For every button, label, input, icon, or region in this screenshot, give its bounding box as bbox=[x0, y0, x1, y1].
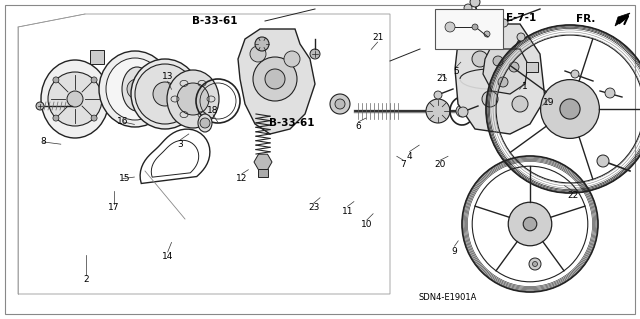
Text: 23: 23 bbox=[308, 204, 319, 212]
Polygon shape bbox=[455, 24, 545, 134]
Circle shape bbox=[605, 88, 615, 98]
Text: 17: 17 bbox=[108, 204, 120, 212]
Bar bbox=[90, 50, 104, 64]
Circle shape bbox=[265, 69, 285, 89]
Text: 10: 10 bbox=[361, 220, 372, 229]
Circle shape bbox=[470, 0, 480, 7]
Circle shape bbox=[53, 77, 59, 83]
Text: 16: 16 bbox=[117, 117, 129, 126]
Circle shape bbox=[330, 94, 350, 114]
Circle shape bbox=[250, 46, 266, 62]
Text: 19: 19 bbox=[543, 98, 555, 107]
Circle shape bbox=[472, 24, 478, 30]
Circle shape bbox=[153, 82, 177, 106]
Bar bbox=[258, 169, 268, 177]
Text: SDN4-E1901A: SDN4-E1901A bbox=[419, 293, 477, 302]
Ellipse shape bbox=[99, 51, 171, 127]
Circle shape bbox=[597, 155, 609, 167]
Circle shape bbox=[91, 115, 97, 121]
Circle shape bbox=[253, 57, 297, 101]
Text: 18: 18 bbox=[207, 106, 219, 115]
Circle shape bbox=[310, 49, 320, 59]
Ellipse shape bbox=[106, 58, 164, 120]
Ellipse shape bbox=[198, 114, 212, 132]
Text: 20: 20 bbox=[435, 160, 446, 169]
Polygon shape bbox=[254, 154, 272, 170]
Text: 9: 9 bbox=[452, 247, 457, 256]
Text: 21: 21 bbox=[372, 33, 383, 42]
Circle shape bbox=[255, 37, 269, 51]
Text: 22: 22 bbox=[568, 191, 579, 200]
Text: 6: 6 bbox=[356, 122, 361, 130]
Circle shape bbox=[335, 99, 345, 109]
Ellipse shape bbox=[131, 59, 199, 129]
Text: E-7-1: E-7-1 bbox=[506, 12, 536, 23]
Text: B-33-61: B-33-61 bbox=[269, 118, 314, 128]
Text: 21: 21 bbox=[436, 74, 447, 83]
Circle shape bbox=[456, 105, 468, 117]
Text: 15: 15 bbox=[119, 174, 131, 183]
Circle shape bbox=[426, 99, 450, 123]
Circle shape bbox=[472, 51, 488, 67]
Circle shape bbox=[135, 64, 195, 124]
Circle shape bbox=[509, 62, 519, 72]
Text: 13: 13 bbox=[162, 72, 173, 81]
Circle shape bbox=[48, 72, 102, 126]
Circle shape bbox=[127, 79, 147, 99]
Circle shape bbox=[67, 91, 83, 107]
Text: 5: 5 bbox=[454, 67, 459, 76]
Circle shape bbox=[484, 31, 490, 37]
Text: 14: 14 bbox=[162, 252, 173, 261]
Ellipse shape bbox=[122, 67, 152, 111]
Circle shape bbox=[532, 262, 538, 266]
Text: 1: 1 bbox=[522, 82, 527, 91]
Circle shape bbox=[177, 83, 209, 115]
Circle shape bbox=[482, 91, 498, 107]
Circle shape bbox=[434, 91, 442, 99]
Text: 3: 3 bbox=[178, 140, 183, 149]
Circle shape bbox=[507, 56, 523, 72]
Text: 8: 8 bbox=[41, 137, 46, 146]
Bar bbox=[526, 62, 538, 72]
Circle shape bbox=[464, 4, 472, 12]
Circle shape bbox=[517, 33, 525, 41]
Text: 7: 7 bbox=[401, 160, 406, 169]
Circle shape bbox=[91, 77, 97, 83]
Circle shape bbox=[200, 118, 210, 128]
Ellipse shape bbox=[167, 70, 219, 128]
Circle shape bbox=[36, 102, 44, 110]
Text: 12: 12 bbox=[236, 174, 248, 183]
Circle shape bbox=[498, 77, 508, 87]
Circle shape bbox=[508, 202, 552, 246]
Circle shape bbox=[541, 80, 600, 138]
Circle shape bbox=[524, 217, 537, 231]
Polygon shape bbox=[238, 29, 315, 134]
Circle shape bbox=[284, 51, 300, 67]
Circle shape bbox=[493, 56, 503, 66]
Circle shape bbox=[53, 115, 59, 121]
Bar bbox=[435, 9, 503, 49]
Polygon shape bbox=[615, 13, 630, 26]
Circle shape bbox=[529, 258, 541, 270]
Text: B-33-61: B-33-61 bbox=[192, 16, 237, 26]
Text: 11: 11 bbox=[342, 207, 353, 216]
Bar bbox=[435, 9, 503, 49]
Text: 2: 2 bbox=[84, 275, 89, 284]
Circle shape bbox=[500, 19, 508, 27]
Circle shape bbox=[571, 70, 579, 78]
Ellipse shape bbox=[41, 60, 109, 138]
Text: FR.: FR. bbox=[576, 14, 595, 24]
Polygon shape bbox=[483, 49, 528, 94]
Text: 4: 4 bbox=[407, 152, 412, 161]
Circle shape bbox=[560, 99, 580, 119]
Circle shape bbox=[458, 107, 468, 117]
Circle shape bbox=[512, 96, 528, 112]
Circle shape bbox=[445, 22, 455, 32]
